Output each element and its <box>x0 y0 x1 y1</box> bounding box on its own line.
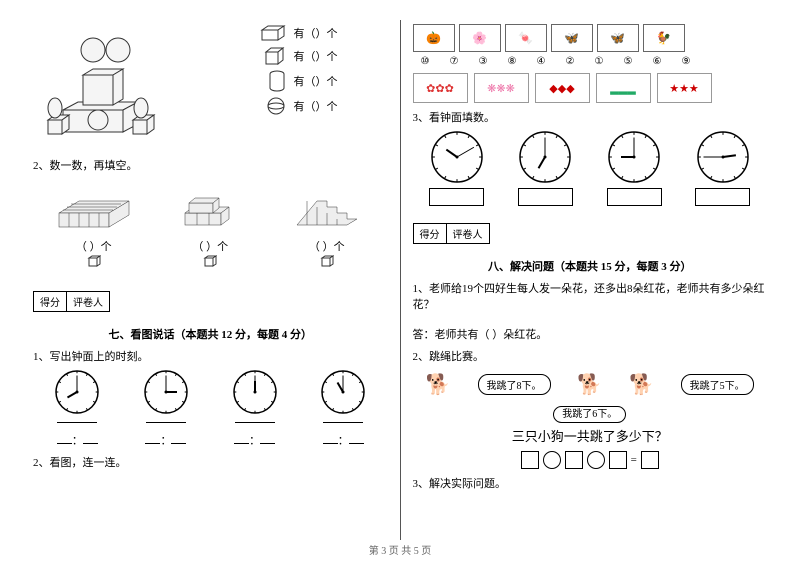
page-footer: 第 3 页 共 5 页 <box>0 542 800 557</box>
block-stack-3: （ ）个 <box>287 183 367 273</box>
circled-number: ⑥ <box>645 56 670 67</box>
picture-row: 🎃🌸🍬🦋🦋🐓 <box>413 24 768 52</box>
shape-cube-row: 有（）个 <box>173 46 388 66</box>
clock-item <box>518 131 573 209</box>
circled-number: ⑤ <box>616 56 641 67</box>
clock-item <box>695 131 750 209</box>
colon-answer[interactable]: ： <box>55 432 99 448</box>
q8-1-ans: 答：老师共有（ ）朵红花。 <box>413 326 768 342</box>
circled-number: ⑨ <box>674 56 699 67</box>
pattern-box: ❋❋❋ <box>474 73 529 103</box>
block-stack-1: （ ）个 <box>54 183 134 273</box>
clock-item <box>144 370 188 426</box>
q7-2: 2、看图，连一连。 <box>33 454 388 470</box>
picture-box: 🦋 <box>597 24 639 52</box>
equation-row[interactable]: = <box>413 451 768 469</box>
clock-item <box>607 131 662 209</box>
number-row: ⑩⑦③⑧④②①⑤⑥⑨ <box>413 56 768 67</box>
clock-item <box>55 370 99 426</box>
picture-box: 🦋 <box>551 24 593 52</box>
circled-number: ⑧ <box>500 56 525 67</box>
circled-number: ⑦ <box>442 56 467 67</box>
castle-figure <box>33 20 173 143</box>
picture-box: 🐓 <box>643 24 685 52</box>
score-box-7: 得分评卷人 <box>33 291 110 312</box>
pattern-box: ✿✿✿ <box>413 73 468 103</box>
dogs-row: 🐕 我跳了8下。 🐕 🐕 我跳了5下。 <box>413 372 768 397</box>
dog-question: 三只小狗一共跳了多少下？ <box>413 426 768 445</box>
picture-box: 🎃 <box>413 24 455 52</box>
clock-item <box>233 370 277 426</box>
circled-number: ⑩ <box>413 56 438 67</box>
shape-cuboid-row: 有（）个 <box>173 24 388 42</box>
dog-bubble-2: 我跳了6下。 <box>553 406 626 423</box>
shape-cylinder-row: 有（）个 <box>173 70 388 92</box>
circled-number: ③ <box>471 56 496 67</box>
pattern-row: ✿✿✿❋❋❋◆◆◆▂▂▂★★★ <box>413 73 768 103</box>
circled-number: ④ <box>529 56 554 67</box>
clock-item <box>321 370 365 426</box>
block-stack-2: （ ）个 <box>175 183 245 273</box>
clock-item <box>429 131 484 209</box>
q8-3: 3、解决实际问题。 <box>413 475 768 491</box>
pattern-box: ◆◆◆ <box>535 73 590 103</box>
q7-1: 1、写出钟面上的时刻。 <box>33 348 388 364</box>
column-divider <box>400 20 401 540</box>
colon-answer[interactable]: ： <box>144 432 188 448</box>
section-7-title: 七、看图说话（本题共 12 分，每题 4 分） <box>33 326 388 342</box>
circled-number: ② <box>558 56 583 67</box>
q8-2: 2、跳绳比赛。 <box>413 348 768 364</box>
q8-1: 1、老师给19个四好生每人发一朵花，还多出8朵红花，老师共有多少朵红花？ <box>413 280 768 312</box>
circled-number: ① <box>587 56 612 67</box>
picture-box: 🍬 <box>505 24 547 52</box>
pattern-box: ★★★ <box>657 73 712 103</box>
colon-answer[interactable]: ： <box>321 432 365 448</box>
picture-box: 🌸 <box>459 24 501 52</box>
colon-answer[interactable]: ： <box>233 432 277 448</box>
score-box-8: 得分评卷人 <box>413 223 490 244</box>
pattern-box: ▂▂▂ <box>596 73 651 103</box>
q2-text: 2、数一数，再填空。 <box>33 157 388 173</box>
shape-sphere-row: 有（）个 <box>173 96 388 116</box>
q3-text: 3、看钟面填数。 <box>413 109 768 125</box>
section-8-title: 八、解决问题（本题共 15 分，每题 3 分） <box>413 258 768 274</box>
